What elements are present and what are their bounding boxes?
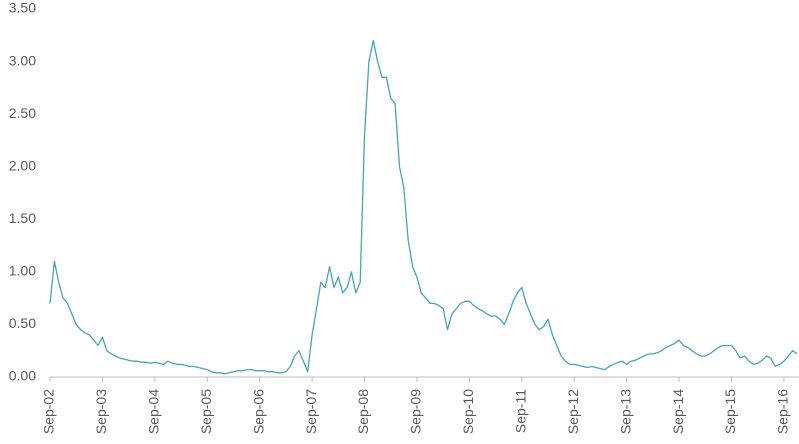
x-tick-label: Sep-10 (460, 389, 476, 434)
x-tick-label: Sep-16 (775, 389, 791, 434)
x-tick-label: Sep-15 (722, 389, 738, 434)
y-tick-label: 2.00 (9, 157, 36, 173)
x-tick-label: Sep-03 (93, 389, 109, 434)
y-tick-label: 0.00 (9, 368, 36, 384)
x-tick-label: Sep-04 (146, 389, 162, 434)
x-tick-label: Sep-11 (512, 389, 528, 433)
x-tick-label: Sep-05 (198, 389, 214, 434)
y-tick-label: 0.50 (9, 315, 36, 331)
y-tick-label: 3.50 (9, 0, 36, 16)
x-tick-label: Sep-12 (565, 389, 581, 434)
y-tick-label: 3.00 (9, 52, 36, 68)
data-line (49, 39, 798, 375)
y-tick-label: 2.50 (9, 105, 36, 121)
y-tick-label: 1.00 (9, 263, 36, 279)
x-tick-label: Sep-07 (303, 389, 319, 434)
x-tick-label: Sep-09 (408, 389, 424, 434)
x-tick-label: Sep-08 (355, 389, 371, 434)
x-tick-label: Sep-06 (250, 389, 266, 434)
y-tick-label: 1.50 (9, 210, 36, 226)
x-tick-label: Sep-14 (670, 389, 686, 434)
x-tick-label: Sep-13 (617, 389, 633, 434)
x-tick-label: Sep-02 (41, 389, 57, 434)
